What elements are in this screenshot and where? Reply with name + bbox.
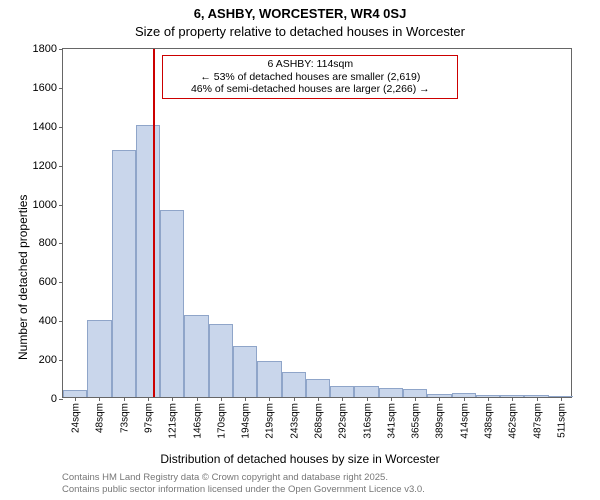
plot-area: 02004006008001000120014001600180024sqm48… (62, 48, 572, 398)
chart-title-address: 6, ASHBY, WORCESTER, WR4 0SJ (0, 6, 600, 21)
y-tick-mark (59, 205, 63, 206)
footer-line1: Contains HM Land Registry data © Crown c… (62, 472, 425, 484)
y-tick-mark (59, 360, 63, 361)
x-tick-mark (99, 397, 100, 401)
histogram-bar (160, 210, 184, 397)
x-tick-mark (439, 397, 440, 401)
x-tick-mark (367, 397, 368, 401)
y-tick-mark (59, 321, 63, 322)
y-tick-mark (59, 243, 63, 244)
x-tick-mark (245, 397, 246, 401)
x-tick-mark (512, 397, 513, 401)
x-tick-label: 462sqm (506, 403, 519, 439)
histogram-bar (63, 390, 87, 397)
chart-container: 6, ASHBY, WORCESTER, WR4 0SJ Size of pro… (0, 0, 600, 500)
x-tick-label: 73sqm (117, 403, 130, 433)
footer-line2: Contains public sector information licen… (62, 484, 425, 496)
x-tick-label: 97sqm (142, 403, 155, 433)
histogram-bar (136, 125, 160, 397)
histogram-bar (112, 150, 136, 397)
x-tick-label: 243sqm (287, 403, 300, 439)
x-tick-mark (148, 397, 149, 401)
histogram-bar (354, 386, 378, 397)
histogram-bar (209, 324, 233, 397)
x-tick-label: 48sqm (93, 403, 106, 433)
x-tick-label: 292sqm (336, 403, 349, 439)
y-tick-mark (59, 399, 63, 400)
x-tick-label: 219sqm (263, 403, 276, 439)
x-axis-label: Distribution of detached houses by size … (0, 452, 600, 466)
x-tick-mark (391, 397, 392, 401)
x-tick-mark (221, 397, 222, 401)
x-tick-label: 24sqm (69, 403, 82, 433)
x-tick-label: 341sqm (384, 403, 397, 439)
x-tick-label: 146sqm (190, 403, 203, 439)
histogram-bar (233, 346, 257, 397)
x-tick-label: 389sqm (433, 403, 446, 439)
histogram-bar (257, 361, 281, 397)
x-tick-label: 438sqm (482, 403, 495, 439)
annotation-line1: 6 ASHBY: 114sqm (167, 58, 453, 71)
x-tick-mark (561, 397, 562, 401)
x-tick-mark (415, 397, 416, 401)
x-tick-mark (318, 397, 319, 401)
footer-attribution: Contains HM Land Registry data © Crown c… (62, 472, 425, 496)
annotation-line2: ← 53% of detached houses are smaller (2,… (167, 71, 453, 84)
x-tick-mark (537, 397, 538, 401)
property-marker-line (153, 49, 155, 397)
x-tick-mark (294, 397, 295, 401)
y-tick-mark (59, 88, 63, 89)
x-tick-mark (342, 397, 343, 401)
x-tick-label: 316sqm (360, 403, 373, 439)
histogram-bar (282, 372, 306, 397)
x-tick-mark (464, 397, 465, 401)
histogram-bar (403, 389, 427, 397)
y-tick-mark (59, 282, 63, 283)
y-tick-mark (59, 166, 63, 167)
x-tick-label: 194sqm (239, 403, 252, 439)
histogram-bar (306, 379, 330, 397)
x-tick-mark (75, 397, 76, 401)
y-tick-mark (59, 49, 63, 50)
histogram-bar (379, 388, 403, 397)
x-tick-mark (269, 397, 270, 401)
x-tick-label: 268sqm (312, 403, 325, 439)
x-tick-label: 170sqm (214, 403, 227, 439)
x-tick-label: 414sqm (457, 403, 470, 439)
x-tick-label: 511sqm (554, 403, 567, 438)
x-tick-label: 365sqm (409, 403, 422, 439)
x-tick-label: 487sqm (530, 403, 543, 439)
annotation-line3: 46% of semi-detached houses are larger (… (167, 83, 453, 96)
histogram-bar (87, 320, 111, 397)
histogram-bar (330, 386, 354, 397)
x-tick-mark (488, 397, 489, 401)
y-axis-label: Number of detached properties (16, 195, 30, 360)
x-tick-label: 121sqm (166, 403, 179, 439)
chart-title-desc: Size of property relative to detached ho… (0, 24, 600, 39)
histogram-bar (184, 315, 208, 397)
annotation-box: 6 ASHBY: 114sqm← 53% of detached houses … (162, 55, 458, 99)
x-tick-mark (197, 397, 198, 401)
y-tick-mark (59, 127, 63, 128)
x-tick-mark (124, 397, 125, 401)
x-tick-mark (172, 397, 173, 401)
